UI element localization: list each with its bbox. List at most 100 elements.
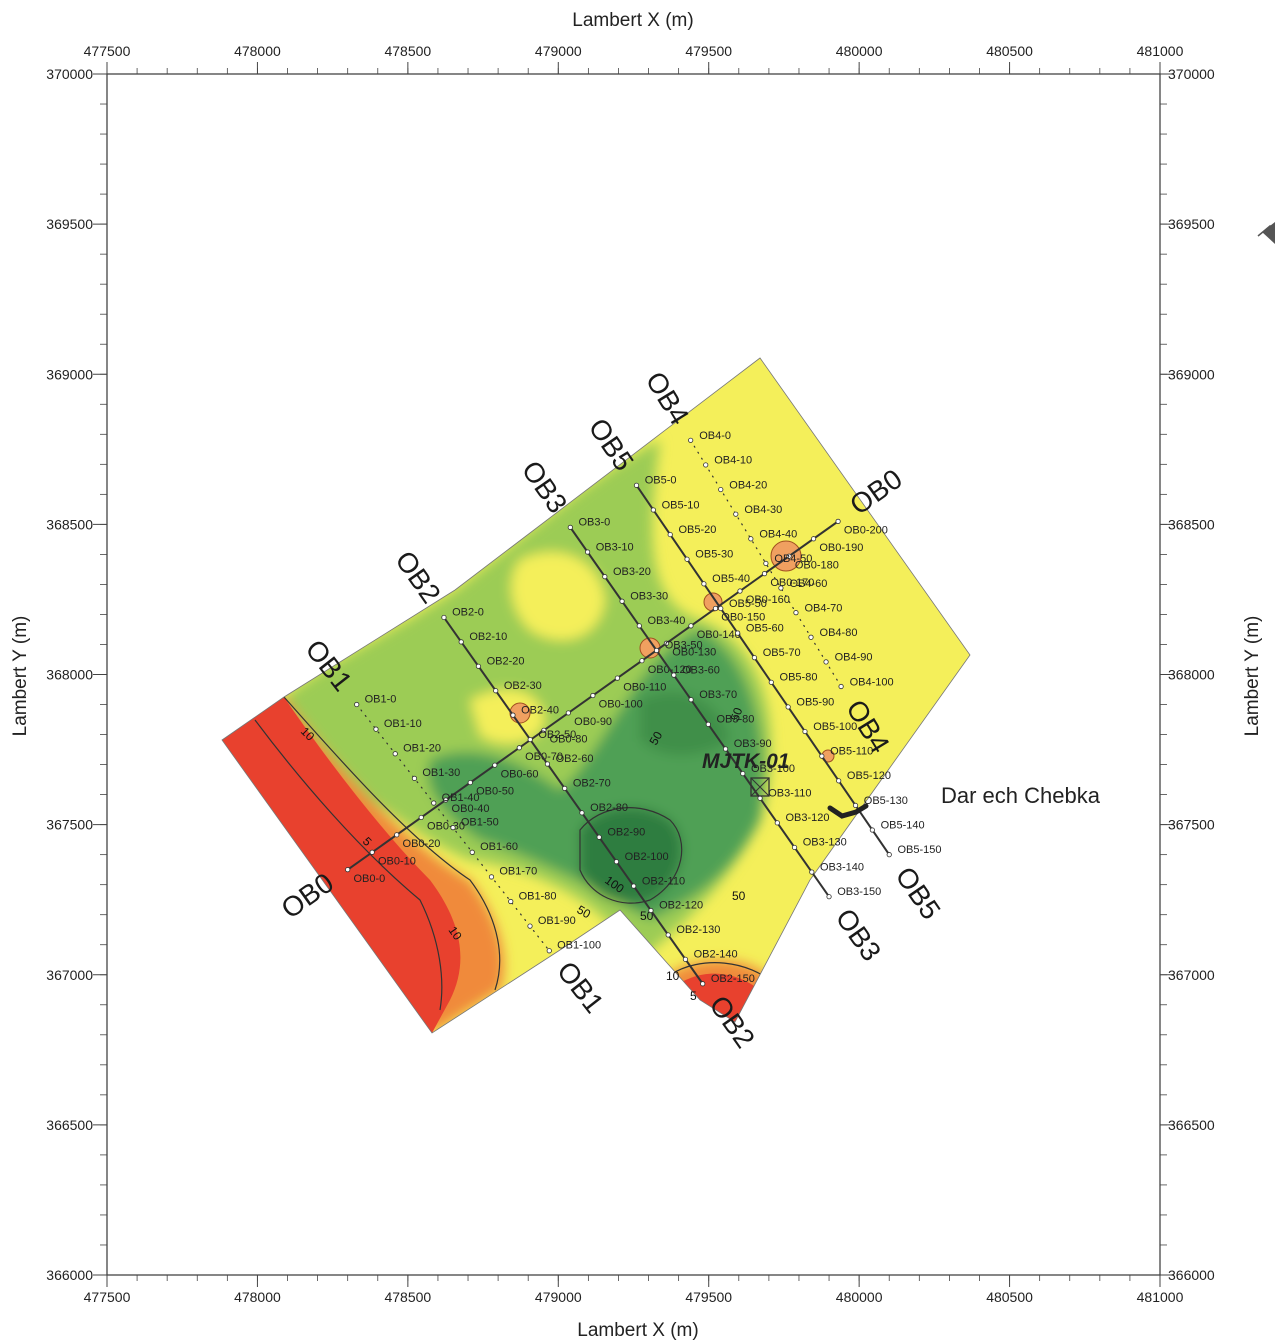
station-point xyxy=(392,751,398,757)
station-point xyxy=(836,778,842,784)
station-point xyxy=(527,923,533,929)
station-point xyxy=(488,874,495,880)
station-point xyxy=(740,770,746,777)
well-label: MJTK-01 xyxy=(702,750,790,773)
anomaly-markers xyxy=(509,540,835,763)
station-point xyxy=(835,518,841,524)
x-tick-label-bottom: 479500 xyxy=(685,1289,732,1305)
dark-green-zone xyxy=(580,807,682,904)
station-point xyxy=(809,869,815,875)
station-point xyxy=(786,553,792,559)
station-point xyxy=(411,775,418,781)
x-axis-title-bottom: Lambert X (m) xyxy=(577,1320,698,1341)
station-label: OB2-130 xyxy=(676,924,720,936)
profile-line xyxy=(442,616,704,985)
station-label: OB0-150 xyxy=(721,612,765,624)
profile-line xyxy=(356,703,550,952)
y-tick-label-right: 369000 xyxy=(1168,366,1215,382)
station-point xyxy=(431,800,437,806)
station-label: OB2-80 xyxy=(590,802,628,814)
well-square-icon xyxy=(750,777,770,797)
station-point xyxy=(886,852,892,858)
station-label: OB4-0 xyxy=(699,430,731,442)
station-label: OB5-0 xyxy=(645,475,677,487)
station-point xyxy=(810,536,817,542)
station-point xyxy=(443,797,449,803)
x-tick-label-top: 478500 xyxy=(384,43,431,59)
contour-lines xyxy=(254,696,776,1011)
station-point xyxy=(793,610,799,616)
station-point xyxy=(354,701,360,708)
station-label: OB5-90 xyxy=(796,696,834,708)
station-label: OB2-20 xyxy=(487,656,525,668)
contour-label: 5 xyxy=(690,989,697,1003)
y-tick-label-right: 366500 xyxy=(1168,1117,1215,1133)
station-point xyxy=(682,956,689,962)
station-point xyxy=(345,867,351,873)
station-point xyxy=(450,825,456,831)
contour-label: 50 xyxy=(646,729,665,748)
station-label: OB0-160 xyxy=(746,594,790,606)
contour-label: 50 xyxy=(575,902,594,921)
station-label: OB3-140 xyxy=(820,861,864,873)
yellow-island-center xyxy=(470,689,545,744)
station-label: OB3-40 xyxy=(648,615,686,627)
profile-end-label: OB5 xyxy=(889,861,946,925)
yellow-island-north xyxy=(511,552,605,640)
station-point xyxy=(613,859,620,865)
station-point xyxy=(441,614,447,621)
station-point xyxy=(718,486,724,493)
station-label: OB4-70 xyxy=(804,602,842,614)
station-label: OB1-0 xyxy=(365,693,397,705)
station-label: OB5-40 xyxy=(712,573,750,585)
station-label: OB2-150 xyxy=(711,973,755,985)
station-label: OB5-10 xyxy=(662,499,700,511)
station-point xyxy=(394,832,400,838)
station-point xyxy=(667,531,673,538)
station-point xyxy=(722,746,729,752)
x-tick-label-top: 480000 xyxy=(836,43,883,59)
station-point xyxy=(492,762,498,768)
station-point xyxy=(596,834,602,840)
station-label: OB4-50 xyxy=(774,553,812,565)
y-tick-label-left: 366000 xyxy=(46,1267,93,1283)
station-point xyxy=(565,710,571,716)
station-point xyxy=(493,688,499,694)
station-label: OB5-110 xyxy=(830,746,873,758)
y-tick-label-left: 366500 xyxy=(46,1117,93,1133)
station-label: OB1-50 xyxy=(461,816,499,828)
axis-ticks: 477500 477500 478000 478000 478500 478500 4790… xyxy=(46,43,1215,1305)
station-point xyxy=(546,948,552,954)
station-label: OB5-30 xyxy=(695,549,733,561)
station-point xyxy=(508,898,514,905)
station-point xyxy=(639,658,645,664)
station-label: OB0-20 xyxy=(403,838,441,850)
station-label: OB3-80 xyxy=(717,714,755,726)
station-point xyxy=(785,704,791,710)
station-label: OB0-180 xyxy=(795,559,839,571)
station-label: OB3-100 xyxy=(751,763,795,775)
x-tick-label-top: 478000 xyxy=(234,43,281,59)
x-tick-label-bottom: 478500 xyxy=(384,1289,431,1305)
station-label: OB3-130 xyxy=(803,837,847,849)
station-label: OB4-100 xyxy=(850,676,894,688)
station-point xyxy=(671,672,677,678)
profile-ob2: OB2-0 OB2-10 OB2-20 OB2-30 OB2-40 OB2-50 OB2-6… xyxy=(389,545,761,1053)
station-label: OB4-10 xyxy=(714,455,752,467)
station-label: OB0-60 xyxy=(501,768,539,780)
station-point xyxy=(631,883,637,889)
station-label: OB5-50 xyxy=(729,598,767,610)
profile-ob0: OB0-0 OB0-10 OB0-20 OB0-30 OB0-40 OB0-50 OB0-6… xyxy=(276,463,908,925)
station-point xyxy=(475,663,482,669)
station-point xyxy=(636,623,642,629)
y-tick-label-left: 369500 xyxy=(46,216,93,232)
profile-line xyxy=(635,484,891,856)
x-tick-label-bottom: 480000 xyxy=(836,1289,883,1305)
station-label: OB0-40 xyxy=(452,803,490,815)
station-point xyxy=(751,655,758,661)
station-label: OB4-90 xyxy=(835,652,873,664)
station-point xyxy=(614,675,621,681)
red-zone-west xyxy=(222,697,461,1033)
station-point xyxy=(712,605,719,612)
station-label: OB3-70 xyxy=(699,689,737,701)
